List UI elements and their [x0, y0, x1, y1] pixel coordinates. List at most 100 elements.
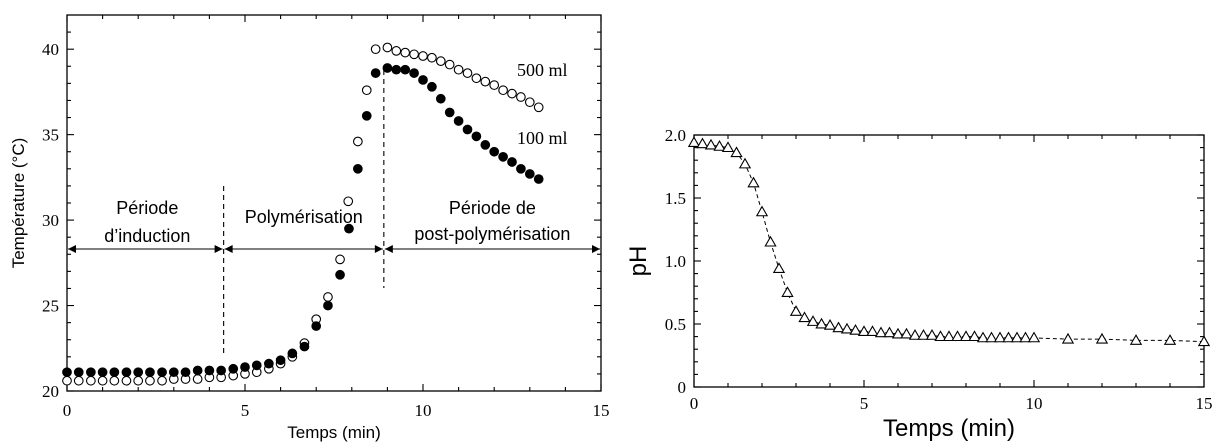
point-100ml [240, 362, 250, 372]
ph-point [857, 325, 871, 337]
point-100ml [418, 75, 428, 85]
ph-point [968, 330, 981, 342]
point-100ml [353, 163, 363, 174]
y-tick-label: 1.5 [665, 189, 686, 208]
ph-point [832, 321, 845, 333]
ph-point [704, 138, 718, 150]
point-500ml [524, 97, 535, 108]
point-500ml [121, 375, 132, 386]
temperature-ticks [66, 15, 602, 392]
point-100ml [251, 360, 262, 371]
ph-ticks [693, 134, 1205, 388]
ph-point [976, 331, 990, 343]
ph-tick-labels: 0 5 10 15 0 0.5 1.0 1.5 2.0 [665, 126, 1213, 413]
point-100ml [180, 367, 191, 378]
ph-point [1019, 331, 1032, 343]
x-tick-label: 0 [63, 401, 72, 420]
phase-label: Période [116, 198, 178, 218]
ph-point [755, 205, 769, 217]
ph-point [806, 315, 820, 326]
ph-point [721, 141, 735, 153]
point-500ml [97, 375, 108, 386]
point-500ml [323, 292, 333, 302]
point-500ml [335, 254, 345, 265]
ph-point [917, 329, 930, 340]
point-100ml [435, 93, 446, 104]
point-100ml [145, 367, 155, 378]
ph-point [908, 329, 922, 340]
ph-point [747, 176, 760, 188]
ph-point [696, 137, 709, 149]
ph-point [891, 327, 905, 339]
point-500ml [382, 42, 393, 53]
x-tick-label: 5 [860, 394, 869, 413]
y-tick-label: 2.0 [665, 126, 686, 145]
arrowhead-left [224, 245, 233, 253]
point-100ml [533, 174, 544, 184]
point-100ml [344, 223, 354, 234]
ph-point [840, 322, 854, 334]
ph-chart: 0 5 10 15 0 0.5 1.0 1.5 2.0 Temps (min) pH [625, 126, 1213, 442]
phase-label: Période de [449, 198, 536, 218]
x-tick-label: 5 [241, 401, 250, 420]
ph-point [1010, 331, 1024, 343]
point-500ml [370, 44, 381, 55]
ph-point [815, 317, 828, 329]
point-100ml [275, 355, 286, 366]
ph-point [764, 235, 777, 247]
ph-point [738, 157, 752, 169]
y-tick-label: 30 [42, 211, 59, 230]
ph-point [951, 330, 964, 342]
point-500ml [462, 68, 473, 78]
point-500ml [391, 46, 402, 56]
point-100ml [480, 140, 491, 150]
y-tick-label: 20 [42, 382, 59, 401]
ph-point [993, 331, 1007, 343]
point-500ml [471, 73, 482, 84]
point-500ml [418, 51, 428, 61]
point-500ml [427, 52, 437, 63]
ph-point [1197, 335, 1211, 347]
point-100ml [323, 300, 333, 311]
point-100ml [427, 81, 437, 92]
ph-point [866, 325, 879, 337]
temperature-chart: 0 5 10 15 20 25 30 35 40 Période d’induction Polym… [9, 14, 610, 442]
point-100ml [73, 367, 84, 378]
ph-point [823, 318, 837, 330]
y-tick-label: 0.5 [665, 315, 686, 334]
point-100ml [97, 367, 108, 378]
point-100ml [228, 363, 239, 374]
x-tick-label: 10 [415, 401, 432, 420]
x-tick-label: 10 [1026, 394, 1043, 413]
x-tick-label: 15 [593, 401, 610, 420]
phase-label: d’induction [104, 226, 190, 246]
point-100ml [157, 367, 167, 378]
temperature-y-axis-label: Température (°C) [9, 138, 28, 269]
point-100ml [498, 152, 508, 162]
point-500ml [62, 375, 72, 386]
y-tick-label: 35 [42, 126, 59, 145]
point-100ml [133, 367, 144, 378]
temperature-points [62, 42, 544, 386]
point-500ml [109, 375, 120, 386]
point-500ml [73, 375, 84, 386]
ph-point [730, 146, 743, 158]
ph-point [789, 305, 803, 316]
point-100ml [453, 116, 464, 126]
ph-point [900, 327, 913, 339]
ph-point [1002, 331, 1015, 343]
y-tick-label: 25 [42, 297, 59, 316]
ph-point [985, 331, 998, 343]
point-100ml [109, 367, 120, 378]
arrowhead-left [68, 245, 76, 253]
point-100ml [462, 124, 473, 135]
point-100ml [86, 367, 96, 378]
point-500ml [192, 374, 203, 384]
point-100ml [382, 63, 393, 73]
arrowhead-right [592, 245, 600, 253]
point-100ml [391, 64, 402, 75]
ph-point [772, 262, 786, 274]
series-label-100ml: 100 ml [517, 128, 568, 148]
phase-label: post-polymérisation [414, 224, 570, 244]
ph-points [687, 136, 1211, 347]
